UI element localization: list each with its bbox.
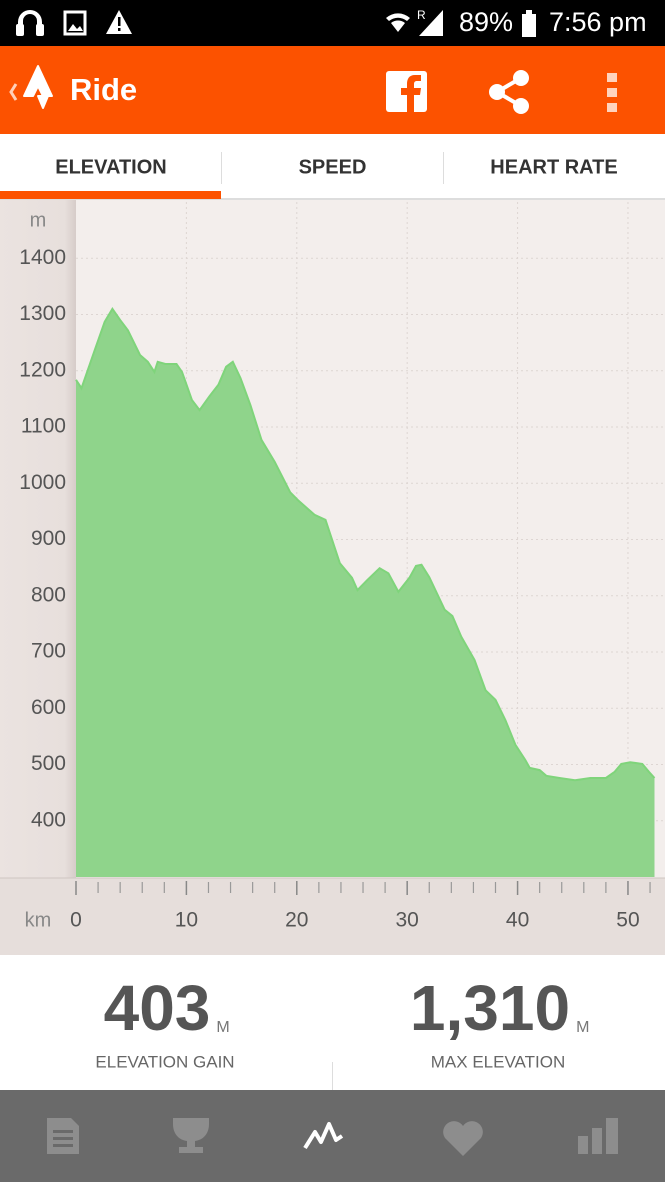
share-button[interactable]: [489, 70, 529, 114]
y-tick-label: 1400: [19, 246, 66, 269]
nav-feed[interactable]: [47, 1118, 79, 1154]
y-tick-label: 600: [31, 696, 66, 719]
tab[interactable]: SPEED: [299, 156, 367, 178]
tab-bar: [0, 134, 665, 200]
y-unit-label: m: [30, 209, 47, 231]
app-title: Ride: [70, 72, 137, 107]
y-axis-panel: [0, 200, 76, 878]
y-tick-label: 1100: [21, 415, 66, 438]
x-axis-panel: [0, 878, 665, 955]
roaming: R: [417, 8, 426, 22]
nav-challenges[interactable]: [173, 1118, 209, 1153]
stat-label: MAX ELEVATION: [431, 1052, 565, 1071]
back-button[interactable]: [9, 83, 18, 101]
y-tick-label: 700: [31, 640, 66, 663]
stat-value: 1,310: [410, 972, 570, 1044]
elevation-area: [76, 308, 655, 877]
y-tick-label: 400: [31, 808, 66, 831]
tab-border: [0, 198, 665, 200]
x-tick-label: 40: [506, 909, 529, 932]
x-tick-label: 20: [285, 909, 308, 932]
nav-stats[interactable]: [578, 1118, 618, 1154]
x-tick-label: 30: [396, 909, 419, 932]
elevation-line: [75, 307, 656, 782]
y-tick-label: 800: [31, 583, 66, 606]
stat-value: 403: [104, 972, 211, 1044]
status-bar: [0, 0, 665, 46]
more-button[interactable]: [607, 73, 617, 112]
stat-label: ELEVATION GAIN: [95, 1052, 234, 1071]
y-tick-label: 500: [31, 752, 66, 775]
clock: 7:56 pm: [549, 7, 647, 37]
nav-heart[interactable]: [443, 1121, 483, 1156]
y-tick-label: 1000: [19, 471, 66, 494]
x-tick-label: 0: [70, 909, 82, 932]
y-tick-label: 1200: [19, 358, 66, 381]
strava-logo: [23, 65, 53, 109]
x-tick-label: 10: [175, 909, 198, 932]
stat-unit: M: [216, 1019, 229, 1036]
stat-unit: M: [576, 1019, 589, 1036]
tab[interactable]: HEART RATE: [490, 156, 617, 178]
facebook-button[interactable]: [386, 71, 427, 112]
nav-activity[interactable]: [303, 1122, 344, 1150]
app-bar: [0, 46, 665, 134]
x-tick-label: 50: [616, 909, 639, 932]
y-tick-label: 1300: [19, 302, 66, 325]
battery-level: 89%: [459, 7, 513, 37]
y-tick-label: 900: [31, 527, 66, 550]
x-unit-label: km: [25, 909, 52, 931]
tab-indicator: [0, 191, 221, 199]
status-icons: [16, 10, 536, 37]
tab[interactable]: ELEVATION: [55, 156, 166, 178]
